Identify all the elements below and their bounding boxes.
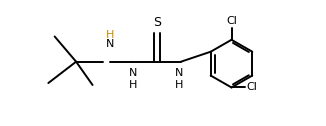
Text: N: N (175, 68, 183, 78)
Text: N: N (106, 39, 114, 49)
Text: H: H (106, 30, 114, 40)
Text: N: N (129, 68, 137, 78)
Text: Cl: Cl (226, 16, 237, 26)
Text: H: H (129, 80, 137, 90)
Text: S: S (153, 16, 161, 29)
Text: H: H (175, 80, 183, 90)
Text: Cl: Cl (246, 83, 257, 92)
